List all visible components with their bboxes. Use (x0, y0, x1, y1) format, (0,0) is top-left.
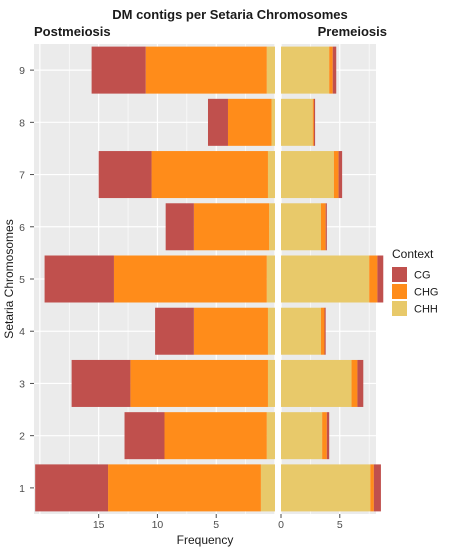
bar-postmeiosis-chh-chr9 (266, 46, 275, 94)
legend-swatch-chh (392, 301, 407, 316)
bar-premeiosis-chh-chr1 (281, 464, 371, 512)
bar-premeiosis-cg-chr3 (357, 359, 364, 407)
bar-premeiosis-cg-chr5 (377, 255, 384, 303)
x-tick-label-1: 10 (152, 519, 164, 531)
bar-postmeiosis-chh-chr6 (269, 203, 275, 251)
bar-postmeiosis-chh-chr5 (266, 255, 275, 303)
bar-postmeiosis-chh-chr8 (271, 98, 275, 146)
bar-premeiosis-chh-chr4 (281, 307, 321, 355)
bar-postmeiosis-chh-chr3 (267, 359, 275, 407)
bar-premeiosis-chh-chr3 (281, 359, 352, 407)
x-axis-title: Frequency (177, 533, 234, 547)
legend: Context CG CHG CHH (392, 247, 438, 316)
bar-premeiosis-chh-chr2 (281, 412, 323, 460)
bar-premeiosis-cg-chr9 (332, 46, 337, 94)
y-tick-label-3: 3 (19, 378, 25, 390)
bar-premeiosis-chg-chr2 (322, 412, 327, 460)
legend-items: CG CHG CHH (392, 267, 438, 316)
bar-postmeiosis-chg-chr1 (108, 464, 261, 512)
legend-swatch-cg (392, 267, 407, 282)
bar-premeiosis-chg-chr5 (369, 255, 378, 303)
bar-postmeiosis-cg-chr9 (91, 46, 146, 94)
bar-postmeiosis-chg-chr3 (130, 359, 268, 407)
legend-label-chg: CHG (414, 287, 438, 299)
left-panel-label: Postmeiosis (34, 24, 111, 39)
y-tick-label-1: 1 (19, 483, 25, 495)
bar-postmeiosis-chh-chr4 (267, 307, 275, 355)
bar-premeiosis-chg-chr8 (312, 98, 314, 146)
bar-premeiosis-chh-chr9 (281, 46, 330, 94)
bar-postmeiosis-cg-chr6 (165, 203, 194, 251)
bar-postmeiosis-chh-chr7 (267, 151, 275, 199)
bar-postmeiosis-chh-chr1 (260, 464, 275, 512)
bar-postmeiosis-cg-chr7 (98, 151, 152, 199)
bar-premeiosis-chg-chr4 (320, 307, 325, 355)
legend-label-chh: CHH (414, 304, 438, 316)
bar-premeiosis-chg-chr1 (370, 464, 374, 512)
y-tick-label-7: 7 (19, 170, 25, 182)
y-tick-labels: 1 2 3 4 5 6 7 8 9 (19, 65, 34, 495)
bar-postmeiosis-chg-chr4 (193, 307, 268, 355)
bar-postmeiosis-chh-chr2 (266, 412, 275, 460)
bar-premeiosis-chg-chr7 (333, 151, 339, 199)
bar-postmeiosis-cg-chr1 (35, 464, 109, 512)
bar-premeiosis-chg-chr9 (329, 46, 333, 94)
x-tick-label-2: 5 (213, 519, 219, 531)
bar-postmeiosis-chg-chr2 (164, 412, 267, 460)
x-tick-label-3: 0 (278, 519, 284, 531)
bar-premeiosis-cg-chr6 (325, 203, 327, 251)
bar-postmeiosis-chg-chr7 (151, 151, 268, 199)
bar-postmeiosis-cg-chr5 (44, 255, 114, 303)
legend-swatch-chg (392, 284, 407, 299)
bar-premeiosis-cg-chr1 (373, 464, 381, 512)
bar-postmeiosis-cg-chr3 (71, 359, 131, 407)
bar-premeiosis-chh-chr6 (281, 203, 321, 251)
bar-postmeiosis-cg-chr4 (155, 307, 194, 355)
bar-postmeiosis-chg-chr8 (227, 98, 272, 146)
legend-label-cg: CG (414, 270, 431, 282)
bar-premeiosis-cg-chr8 (313, 98, 316, 146)
bars (35, 46, 384, 512)
bar-postmeiosis-chg-chr5 (113, 255, 267, 303)
y-tick-label-4: 4 (19, 326, 25, 338)
bar-premeiosis-cg-chr2 (326, 412, 330, 460)
bar-premeiosis-chh-chr5 (281, 255, 370, 303)
bar-premeiosis-chh-chr8 (281, 98, 313, 146)
x-tick-labels: 15 10 5 0 5 (93, 514, 343, 531)
bar-postmeiosis-chg-chr9 (145, 46, 267, 94)
x-tick-label-0: 15 (93, 519, 105, 531)
bar-premeiosis-chh-chr7 (281, 151, 334, 199)
legend-title: Context (392, 247, 434, 261)
bar-premeiosis-cg-chr4 (324, 307, 326, 355)
bar-premeiosis-cg-chr7 (338, 151, 343, 199)
bar-postmeiosis-cg-chr8 (207, 98, 228, 146)
y-tick-label-6: 6 (19, 222, 25, 234)
bar-postmeiosis-cg-chr2 (124, 412, 165, 460)
y-tick-label-9: 9 (19, 65, 25, 77)
y-tick-label-5: 5 (19, 274, 25, 286)
bar-premeiosis-chg-chr3 (351, 359, 358, 407)
bar-premeiosis-chg-chr6 (320, 203, 326, 251)
y-tick-label-2: 2 (19, 431, 25, 443)
bar-postmeiosis-chg-chr6 (193, 203, 270, 251)
y-axis-title: Setaria Chromosomes (2, 219, 16, 338)
y-tick-label-8: 8 (19, 117, 25, 129)
right-panel-label: Premeiosis (318, 24, 387, 39)
chart-title: DM contigs per Setaria Chromosomes (112, 7, 348, 22)
x-tick-label-4: 5 (337, 519, 343, 531)
